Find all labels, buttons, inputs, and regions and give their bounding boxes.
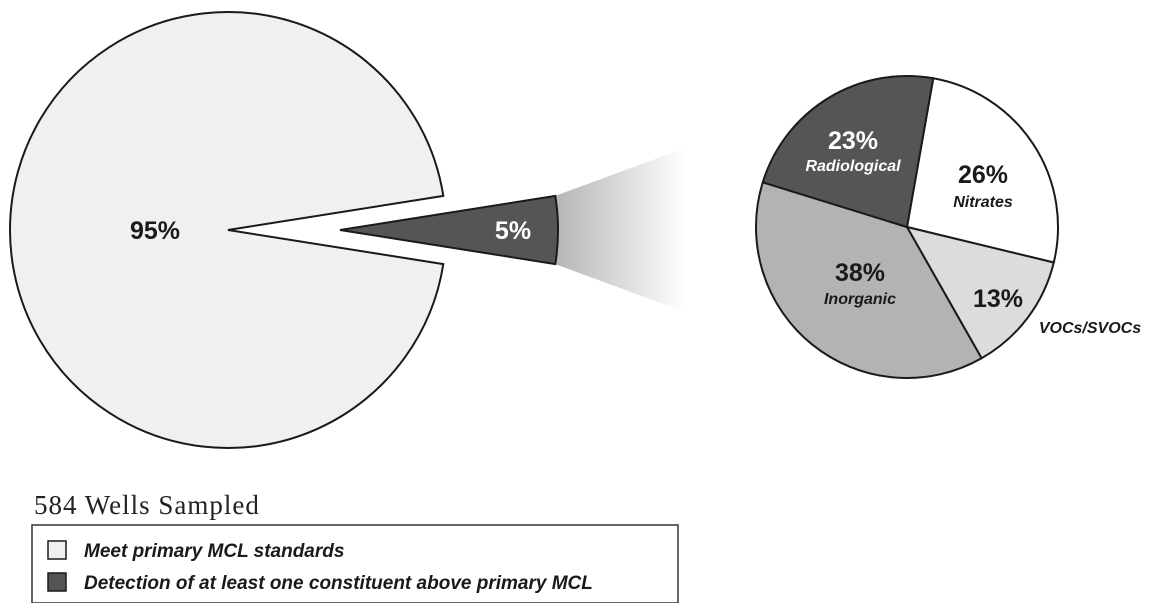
detail-slice-nitrates (906, 77, 1059, 264)
pie-label-above-mcl: 5% (495, 217, 531, 245)
chart-caption: 584 Wells Sampled (34, 490, 260, 520)
detail-pct-radiological: 23% (828, 127, 878, 155)
legend-swatch-meet-mcl (47, 540, 67, 560)
legend: Meet primary MCL standards Detection of … (31, 524, 679, 603)
detail-pct-nitrates: 26% (958, 161, 1008, 189)
legend-label-above-mcl: Detection of at least one constituent ab… (84, 573, 593, 594)
explode-connector (555, 148, 685, 312)
detail-pie: 26% Nitrates 13% VOCs/SVOCs 38% Inorganic 23% R… (755, 75, 1141, 379)
detail-pct-inorganic: 38% (835, 259, 885, 287)
legend-label-meet-mcl: Meet primary MCL standards (84, 541, 344, 562)
detail-slice-radiological (761, 75, 935, 228)
detail-slice-vocs-svocs (906, 226, 1055, 360)
pie-slice-meet-mcl (9, 11, 445, 449)
detail-slice-inorganic (755, 181, 983, 379)
main-pie: 95% 5% (9, 11, 560, 449)
legend-box (31, 524, 679, 603)
detail-name-vocs-svocs: VOCs/SVOCs (1039, 320, 1141, 337)
detail-name-inorganic: Inorganic (824, 291, 896, 308)
pie-slice-above-mcl (339, 194, 560, 266)
detail-name-nitrates: Nitrates (953, 194, 1013, 211)
explode-fan (555, 148, 685, 312)
detail-name-radiological: Radiological (805, 158, 901, 175)
detail-pct-vocs-svocs: 13% (973, 285, 1023, 313)
pie-label-meet-mcl: 95% (130, 217, 180, 245)
legend-swatch-above-mcl (47, 572, 67, 592)
